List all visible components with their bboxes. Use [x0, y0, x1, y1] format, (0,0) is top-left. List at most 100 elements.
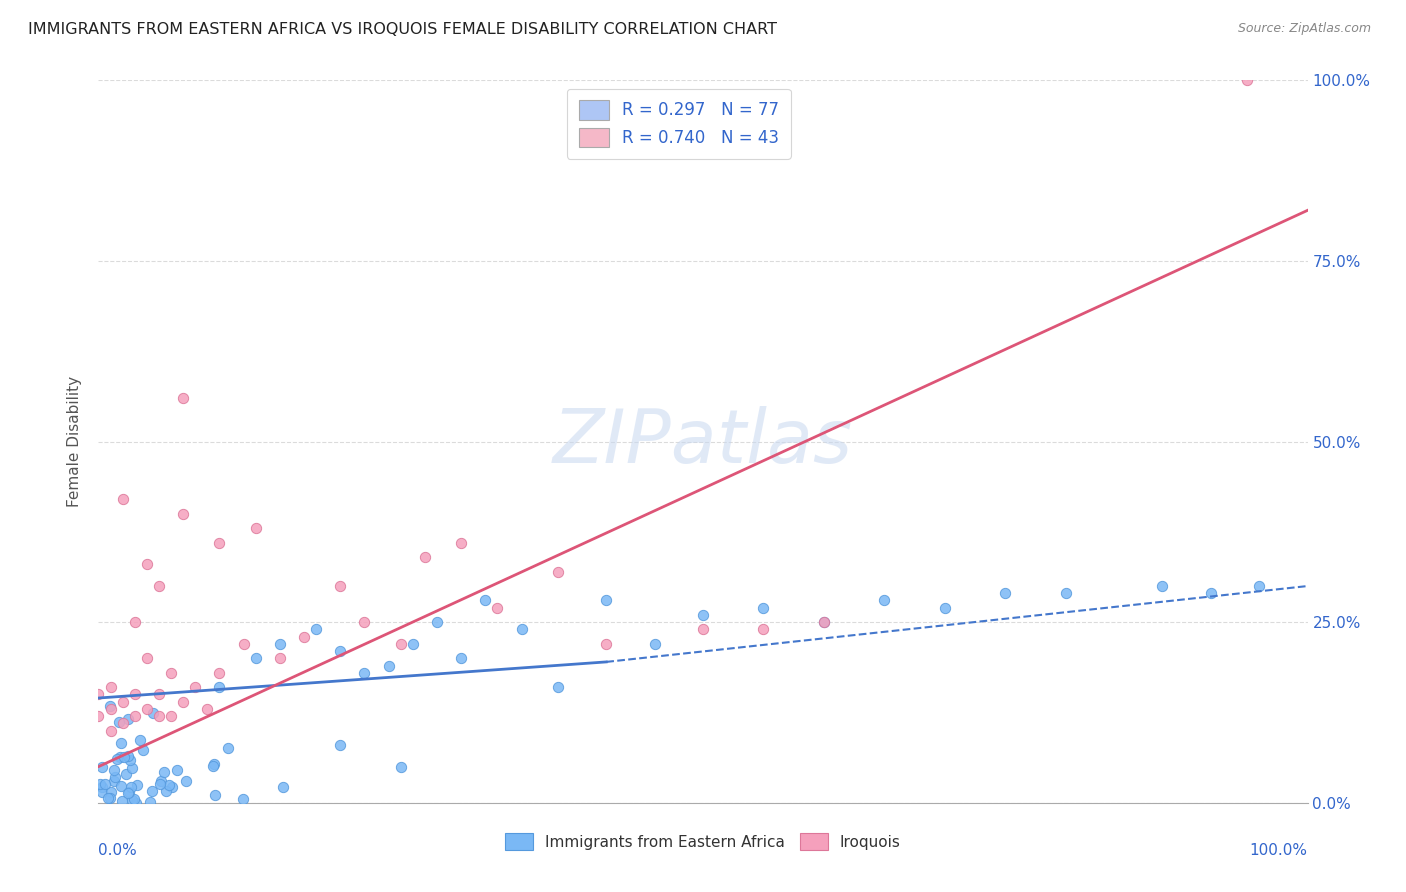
Point: [148, 709, 170, 723]
Point: [100, 680, 122, 694]
Point: [934, 600, 956, 615]
Point: [117, 712, 139, 726]
Point: [108, 714, 131, 729]
Point: [208, 535, 231, 549]
Point: [125, 778, 148, 792]
Point: [91, 760, 114, 774]
Point: [269, 637, 291, 651]
Point: [166, 763, 188, 777]
Point: [132, 742, 155, 756]
Point: [245, 651, 267, 665]
Point: [111, 492, 134, 507]
Point: [389, 760, 412, 774]
Point: [752, 600, 775, 615]
Point: [121, 793, 143, 807]
Point: [110, 735, 132, 749]
Point: [142, 706, 165, 720]
Point: [201, 759, 224, 773]
Point: [160, 665, 183, 680]
Point: [105, 752, 128, 766]
Point: [100, 785, 122, 799]
Point: [329, 644, 352, 658]
Point: [232, 791, 254, 805]
Point: [111, 695, 134, 709]
Point: [474, 593, 496, 607]
Point: [100, 723, 122, 738]
Text: IMMIGRANTS FROM EASTERN AFRICA VS IROQUOIS FEMALE DISABILITY CORRELATION CHART: IMMIGRANTS FROM EASTERN AFRICA VS IROQUO…: [28, 22, 778, 37]
Point: [110, 779, 132, 793]
Point: [112, 749, 135, 764]
Point: [813, 615, 835, 630]
Point: [118, 785, 141, 799]
Point: [389, 637, 412, 651]
Point: [89, 777, 111, 791]
Point: [269, 651, 291, 665]
Point: [117, 749, 139, 764]
Point: [644, 637, 666, 651]
Point: [1054, 586, 1077, 600]
Point: [103, 764, 125, 778]
Point: [124, 687, 146, 701]
Legend: Immigrants from Eastern Africa, Iroquois: Immigrants from Eastern Africa, Iroquois: [499, 827, 907, 856]
Point: [125, 796, 148, 810]
Point: [1236, 73, 1258, 87]
Point: [155, 783, 177, 797]
Point: [450, 535, 472, 549]
Point: [217, 741, 239, 756]
Point: [208, 665, 231, 680]
Point: [135, 558, 157, 572]
Point: [402, 637, 425, 651]
Point: [124, 709, 146, 723]
Point: [595, 637, 617, 651]
Point: [1199, 586, 1222, 600]
Point: [103, 774, 125, 789]
Point: [111, 716, 134, 731]
Point: [104, 770, 127, 784]
Point: [91, 780, 114, 794]
Point: [245, 521, 267, 535]
Point: [87, 709, 110, 723]
Point: [329, 579, 352, 593]
Point: [292, 630, 315, 644]
Point: [547, 680, 569, 694]
Point: [160, 780, 183, 794]
Point: [547, 565, 569, 579]
Text: 0.0%: 0.0%: [98, 843, 138, 857]
Point: [353, 665, 375, 680]
Point: [271, 780, 294, 795]
Point: [110, 749, 132, 764]
Point: [413, 550, 436, 565]
Text: Source: ZipAtlas.com: Source: ZipAtlas.com: [1237, 22, 1371, 36]
Point: [510, 623, 533, 637]
Point: [1152, 579, 1174, 593]
Point: [204, 788, 226, 802]
Point: [122, 791, 145, 805]
Point: [100, 702, 122, 716]
Point: [115, 766, 138, 780]
Point: [232, 637, 254, 651]
Point: [157, 778, 180, 792]
Point: [118, 753, 141, 767]
Point: [121, 761, 143, 775]
Text: ZIPatlas: ZIPatlas: [553, 406, 853, 477]
Point: [873, 593, 896, 607]
Point: [98, 790, 121, 805]
Point: [377, 658, 399, 673]
Point: [97, 791, 120, 805]
Point: [692, 607, 714, 622]
Point: [486, 600, 509, 615]
Point: [120, 780, 142, 795]
Point: [128, 732, 150, 747]
Point: [305, 623, 328, 637]
Point: [135, 651, 157, 665]
Point: [172, 507, 194, 521]
Point: [426, 615, 449, 630]
Point: [172, 391, 194, 405]
Point: [692, 623, 714, 637]
Point: [813, 615, 835, 630]
Point: [135, 702, 157, 716]
Point: [176, 774, 198, 789]
Point: [139, 795, 162, 809]
Point: [450, 651, 472, 665]
Point: [195, 702, 218, 716]
